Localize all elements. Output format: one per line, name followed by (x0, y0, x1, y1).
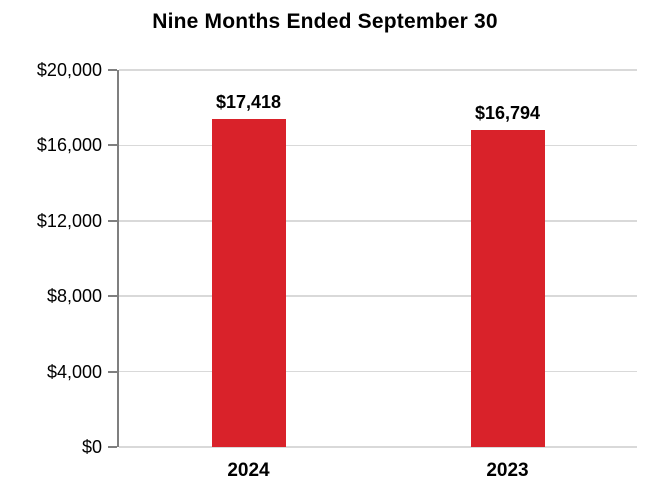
x-axis-label: 2024 (227, 460, 270, 481)
y-tick-label: $12,000 (36, 210, 102, 231)
bar-value-label: $17,418 (215, 91, 282, 112)
bar-2024 (211, 118, 286, 447)
gridline (119, 295, 637, 297)
plot-area: $17,418 $16,794 (108, 69, 637, 448)
gridline (119, 370, 637, 373)
y-axis-tick (108, 446, 117, 448)
x-axis-label: 2023 (486, 460, 529, 481)
y-axis-tick (108, 219, 117, 222)
y-tick-label: $20,000 (36, 60, 102, 80)
bar-value-label: $16,794 (474, 103, 541, 124)
y-axis-tick (108, 69, 117, 71)
y-axis-tick (108, 144, 117, 147)
bar-2023 (470, 130, 545, 447)
y-axis-tick (108, 370, 117, 373)
chart-title: Nine Months Ended September 30 (152, 10, 498, 33)
y-tick-label: $16,000 (36, 135, 102, 156)
gridline (119, 144, 637, 147)
y-tick-label: $4,000 (46, 361, 102, 382)
gridline (119, 446, 637, 448)
y-tick-label: $0 (81, 437, 102, 457)
gridline (119, 220, 637, 222)
y-tick-label: $8,000 (46, 286, 102, 307)
y-axis-tick (108, 295, 117, 298)
y-axis-line (117, 70, 119, 447)
gridline (119, 69, 637, 71)
